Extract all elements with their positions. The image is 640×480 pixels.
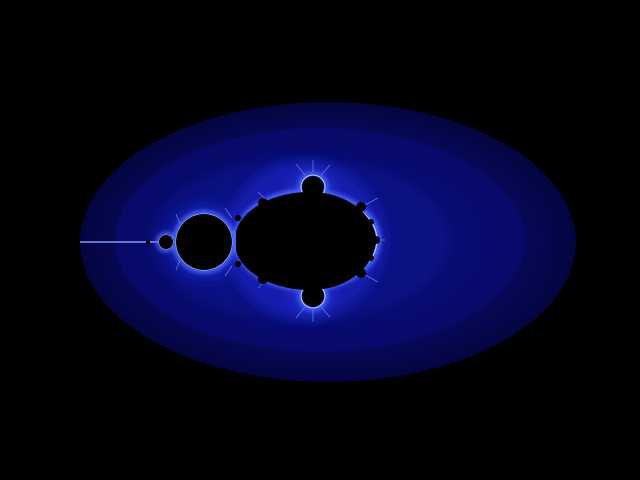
filaments [175,160,385,322]
mandelbrot-set-body [146,176,380,307]
